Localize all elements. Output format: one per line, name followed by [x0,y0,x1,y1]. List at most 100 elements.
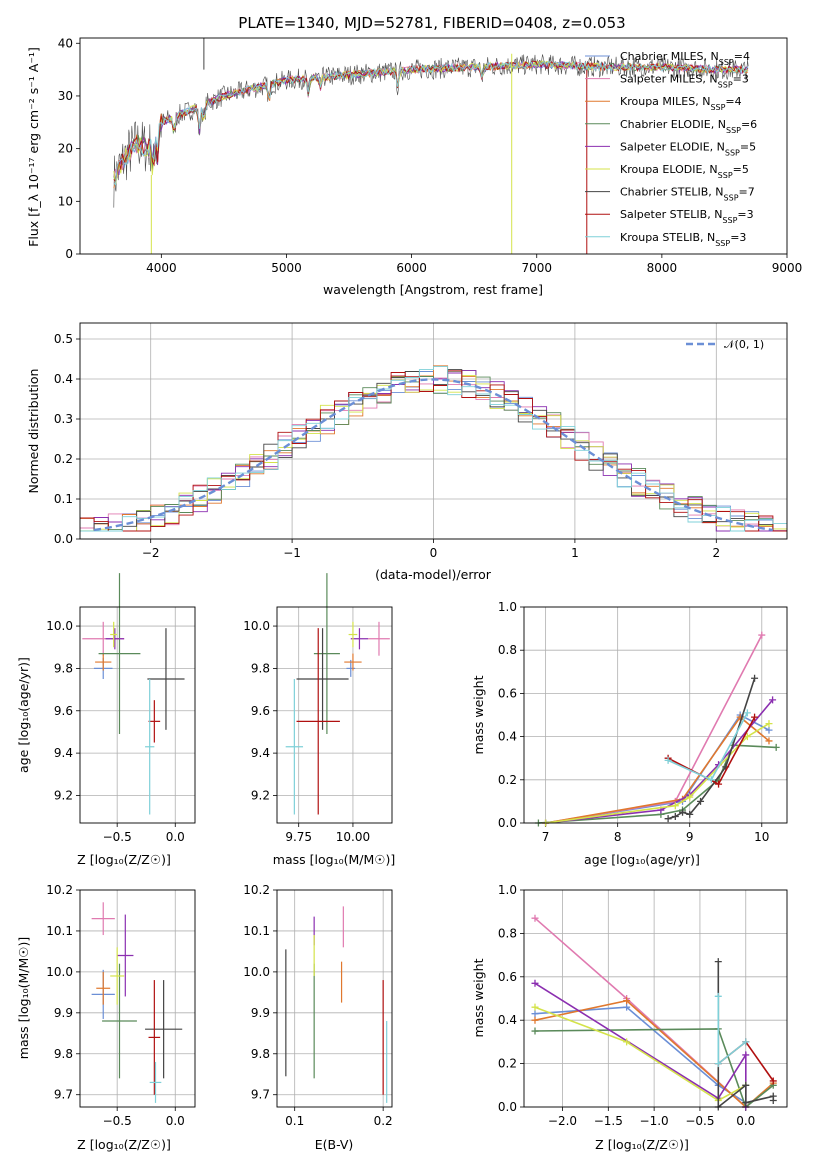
y-tick-label: 0.0 [54,532,73,546]
weight-line [534,982,747,1107]
y-tick-label: 0.2 [498,773,517,787]
y-tick-label: 9.7 [251,1088,270,1102]
x-tick-label: 0 [430,546,438,560]
x-tick-label: 2 [712,546,720,560]
axes-frame [79,37,788,255]
weight-marker [531,1016,539,1024]
weight-marker [714,958,722,966]
weight-line [545,716,770,824]
hist-step [80,370,787,532]
spectrum-line [113,60,749,186]
y-tick-label: 0.4 [54,372,73,386]
x-tick-label: 6000 [396,261,427,275]
x-tick-label: 0.0 [166,1114,185,1128]
hist-step [80,366,787,532]
weight-line [667,678,756,820]
y-tick-label: 0.3 [54,412,73,426]
weight-vs-age-panel: 7 8 9 10 0.0 0.2 0.4 0.6 0.8 1.0 [498,600,788,844]
y-tick-label: 9.9 [54,1006,73,1020]
y-tick-label: 1.0 [498,600,517,614]
y-tick-label: 10.2 [46,883,73,897]
y-tick-label: 0.4 [498,730,517,744]
legend-label: Chabrier ELODIE, NSSP=6 [620,118,757,135]
weight-vs-age-xlabel: age [log₁₀(age/yr)] [584,852,700,867]
weight-marker [623,1003,631,1011]
weight-marker [686,793,694,801]
axes-frame [79,889,196,1108]
weight-marker [664,756,672,764]
spectrum-line [113,60,749,183]
x-tick-label: −0.5 [103,1114,132,1128]
x-tick-label: 9 [686,830,694,844]
weight-marker [743,709,751,717]
axes-frame [79,322,788,540]
weight-marker [686,810,694,818]
weight-marker [742,1038,750,1046]
weight-marker [769,1077,777,1085]
legend-label: Salpeter MILES, NSSP=3 [620,73,749,90]
y-tick-label: 10.0 [46,965,73,979]
spectrum-ylabel: Flux [f_λ 10⁻¹⁷ erg cm⁻² s⁻¹ A⁻¹] [26,47,41,247]
y-tick-label: 10.1 [46,924,73,938]
x-tick-label: 10.00 [336,830,370,844]
x-tick-label: −2.0 [548,1114,577,1128]
y-tick-label: 10 [58,194,73,208]
x-tick-label: 9.75 [285,830,312,844]
y-tick-label: 0.5 [54,332,73,346]
x-tick-label: 10 [754,830,769,844]
x-tick-label: 0.2 [374,1114,393,1128]
weight-marker [742,1099,750,1107]
legend-label: Salpeter ELODIE, NSSP=5 [620,140,756,157]
mass-vs-ebv-xlabel: E(B-V) [315,1137,354,1152]
y-tick-label: 0.1 [54,492,73,506]
x-tick-label: 0.0 [166,830,185,844]
y-tick-label: 10.2 [243,883,270,897]
y-tick-label: 9.2 [251,788,270,802]
y-tick-label: 9.6 [251,704,270,718]
y-tick-label: 9.8 [54,661,73,675]
age-vs-mass-xlabel: mass [log₁₀(M/M☉)] [273,852,395,867]
weight-line [534,1006,747,1102]
y-tick-label: 10.0 [243,619,270,633]
weight-marker [758,631,766,639]
normal-curve [93,378,774,532]
y-tick-label: 10.1 [243,924,270,938]
weight-marker [742,1051,750,1059]
weight-line [538,744,777,824]
y-tick-label: 9.2 [54,788,73,802]
x-tick-label: 4000 [146,261,177,275]
age-vs-z-xlabel: Z [log₁₀(Z/Z☉)] [77,852,171,867]
weight-marker [714,1060,722,1068]
weight-marker [765,726,773,734]
weight-marker [772,743,780,751]
weight-marker [623,997,631,1005]
legend-label: Kroupa STELIB, NSSP=3 [620,231,746,248]
spectrum-xlabel: wavelength [Angstrom, rest frame] [323,282,543,297]
x-tick-label: 8000 [647,261,678,275]
weight-marker [751,713,759,721]
legend-label: Chabrier STELIB, NSSP=7 [620,186,755,203]
weight-marker [623,1038,631,1046]
x-tick-label: 7 [542,830,550,844]
y-tick-label: 9.9 [251,1006,270,1020]
weight-marker [742,1081,750,1089]
mass-vs-z-panel: −0.5 0.0 9.7 9.8 9.9 10.0 10.1 10.2 [46,883,196,1128]
y-tick-label: 0 [65,247,73,261]
legend-label: Salpeter STELIB, NSSP=3 [620,208,754,225]
weight-line [545,713,770,824]
axes-frame [523,889,788,1108]
hist-ylabel: Normed distribution [26,369,41,494]
y-tick-label: 0.8 [498,926,517,940]
weight-marker [671,802,679,810]
x-tick-label: 1 [571,546,579,560]
y-tick-label: 1.0 [498,883,517,897]
weight-marker [769,696,777,704]
y-tick-label: 9.6 [54,704,73,718]
weight-vs-age-ylabel: mass weight [471,675,486,754]
x-tick-label: −0.5 [685,1114,714,1128]
y-tick-label: 9.8 [251,661,270,675]
weight-marker [664,815,672,823]
weight-marker [531,1027,539,1035]
y-tick-label: 10.0 [46,619,73,633]
